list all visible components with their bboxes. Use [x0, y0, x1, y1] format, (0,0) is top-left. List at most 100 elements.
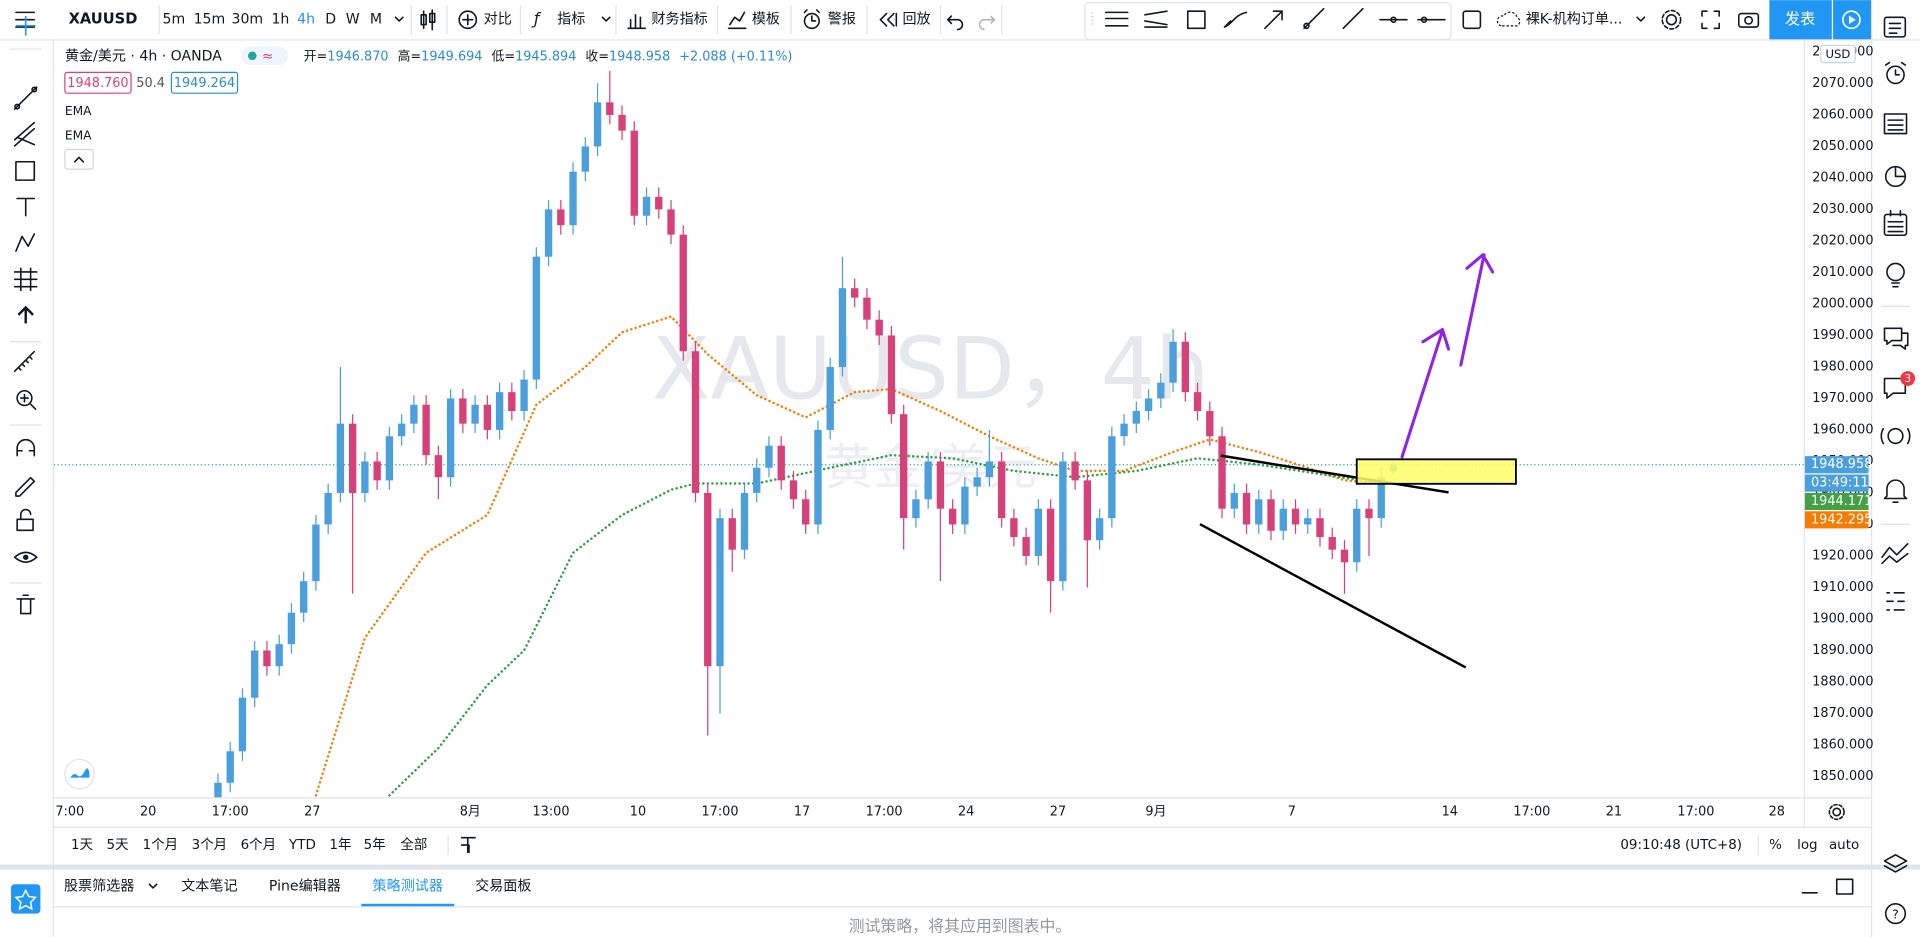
maximize-panel[interactable]	[1835, 878, 1854, 895]
indicator-name[interactable]: EMA	[65, 104, 92, 118]
trend-line[interactable]	[1199, 523, 1467, 669]
watchlist-icon[interactable]	[1883, 16, 1907, 38]
range-button[interactable]: 全部	[400, 836, 427, 853]
replay-icon[interactable]	[879, 12, 898, 27]
range-button[interactable]: 5天	[107, 838, 129, 853]
tool-brush[interactable]	[1223, 11, 1248, 28]
toolbar-button[interactable]: 财务指标	[651, 12, 707, 28]
layers-icon[interactable]	[1883, 854, 1908, 873]
toolbar-button[interactable]: 回放	[902, 12, 930, 28]
dom-icon[interactable]	[1886, 591, 1905, 611]
alerts-icon[interactable]	[1886, 65, 1905, 85]
chats-icon[interactable]	[1883, 327, 1909, 350]
crosshair-tool[interactable]	[15, 16, 36, 36]
ask-box[interactable]	[170, 71, 239, 94]
clock[interactable]: 09:10:48 (UTC+8)	[1620, 838, 1742, 853]
notification-badge[interactable]	[1900, 371, 1916, 386]
indicator-name[interactable]: EMA	[65, 129, 92, 143]
delete-tool[interactable]	[16, 594, 36, 615]
alert-icon[interactable]	[803, 12, 820, 30]
settings-icon[interactable]	[1665, 14, 1678, 26]
financials-icon[interactable]	[627, 14, 647, 30]
bid-box[interactable]	[64, 71, 132, 94]
range-button[interactable]: 3个月	[192, 837, 227, 853]
ruler-tool[interactable]	[13, 350, 36, 372]
panel-tab[interactable]: Pine编辑器	[269, 879, 341, 895]
tool-ray[interactable]	[1303, 7, 1325, 30]
stay-drawing-tool[interactable]	[15, 476, 36, 497]
zoom-tool[interactable]	[16, 389, 33, 407]
cloud-icon[interactable]	[1496, 11, 1521, 27]
redo-icon[interactable]	[978, 15, 996, 31]
zone-rectangle[interactable]	[1355, 458, 1517, 485]
badge-count[interactable]: 3	[1904, 373, 1911, 385]
ask[interactable]: 1949.264	[174, 76, 235, 91]
streams-icon[interactable]	[1887, 427, 1904, 445]
scale-option[interactable]: %	[1769, 838, 1782, 853]
text-tool[interactable]	[16, 197, 36, 217]
publish-button[interactable]	[1769, 0, 1832, 40]
camera-icon[interactable]	[1737, 12, 1760, 28]
tool-arrow[interactable]	[1264, 10, 1283, 30]
panel-tab[interactable]: 策略测试器	[373, 878, 443, 895]
currency[interactable]: USD	[1826, 47, 1851, 61]
fullscreen-icon[interactable]	[1701, 10, 1720, 30]
bid[interactable]: 1948.760	[67, 76, 128, 91]
interval[interactable]: D	[325, 12, 336, 28]
range-button[interactable]: YTD	[288, 838, 316, 853]
tradingview-logo[interactable]	[64, 758, 95, 790]
panel-tab[interactable]: 股票筛选器	[64, 879, 134, 895]
fx-icon[interactable]: ƒ	[531, 9, 542, 28]
tool-trend-line[interactable]	[1342, 7, 1364, 30]
scale-option[interactable]: log	[1797, 838, 1818, 853]
tool-parallel[interactable]	[1104, 11, 1129, 27]
user-drawings[interactable]	[1199, 253, 1517, 669]
layout-icon[interactable]	[1462, 10, 1482, 30]
ideas-icon[interactable]	[1886, 262, 1905, 282]
undo-icon[interactable]	[946, 15, 964, 31]
interval[interactable]: 4h	[297, 12, 315, 28]
goto-date-icon[interactable]	[460, 836, 476, 854]
lock-tool[interactable]	[16, 518, 34, 532]
symbol-description[interactable]: 黄金/美元 · 4h · OANDA	[65, 47, 222, 64]
chart-style-icon[interactable]	[420, 9, 436, 31]
arrow-drawing[interactable]	[1400, 327, 1451, 459]
template-icon[interactable]	[727, 11, 747, 30]
plot-area[interactable]: XAUUSD，4h 黄金/美元	[53, 70, 1804, 811]
legend-toggle[interactable]	[241, 46, 288, 66]
help-icon[interactable]	[1884, 903, 1907, 925]
tool-rectangle[interactable]	[1186, 10, 1206, 30]
interval[interactable]: 30m	[232, 12, 264, 28]
compare-icon[interactable]	[458, 10, 478, 30]
layout-name[interactable]: 裸K-机构订单...	[1526, 12, 1623, 28]
visibility-tool[interactable]	[13, 551, 38, 563]
layout-chevron[interactable]	[1636, 16, 1646, 22]
trend-line[interactable]	[1220, 454, 1449, 494]
gann-tool[interactable]	[13, 121, 36, 147]
interval[interactable]: 5m	[163, 12, 186, 28]
arrow-drawing[interactable]	[1459, 253, 1495, 367]
screener-chevron[interactable]	[148, 883, 158, 889]
trading-icon[interactable]	[1881, 543, 1909, 565]
toolbar-button[interactable]: 指标	[557, 12, 585, 28]
toolbar-button[interactable]: 对比	[484, 12, 512, 28]
notifications-icon[interactable]	[1883, 479, 1908, 503]
scale-option[interactable]: auto	[1829, 838, 1859, 853]
indicator-chevron[interactable]	[601, 16, 611, 22]
axis-settings-icon[interactable]	[1832, 807, 1842, 817]
publish-label[interactable]: 发表	[1785, 10, 1816, 28]
interval-chevron[interactable]	[394, 16, 404, 22]
data-window-icon[interactable]	[1883, 113, 1908, 135]
magnet-tool[interactable]	[16, 438, 36, 457]
interval[interactable]: W	[346, 12, 360, 28]
panel-tab[interactable]: 文本笔记	[181, 879, 237, 895]
tool-fan[interactable]	[1144, 10, 1168, 28]
interval[interactable]: 15m	[194, 12, 226, 28]
watchlist-button[interactable]	[11, 884, 41, 914]
range-button[interactable]: 1个月	[143, 837, 178, 853]
calendar-icon[interactable]	[1883, 213, 1908, 237]
range-button[interactable]: 6个月	[241, 837, 276, 853]
panel-tab[interactable]: 交易面板	[475, 878, 531, 895]
collapse-button[interactable]	[64, 148, 94, 170]
currency-badge[interactable]	[1820, 44, 1856, 64]
